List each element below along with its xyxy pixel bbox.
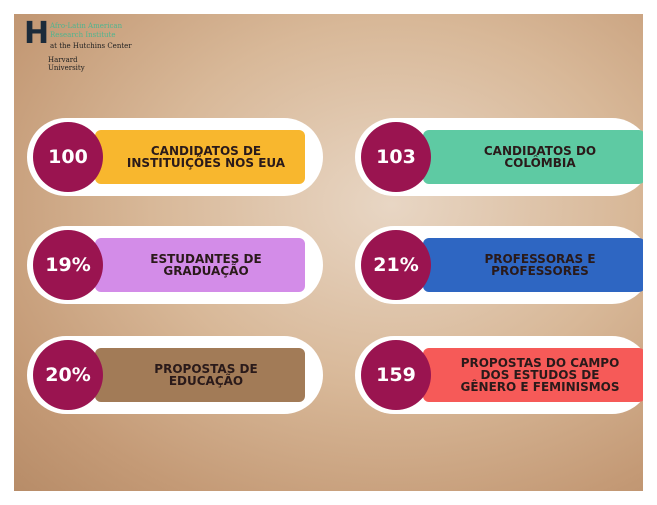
center-name: at the Hutchins Center (50, 42, 132, 50)
card-value: 19% (33, 230, 103, 300)
card-label: ESTUDANTES DE GRADUAÇÃO (95, 253, 305, 277)
label-bar: PROPOSTAS DO CAMPO DOS ESTUDOS DE GÊNERO… (423, 348, 643, 402)
card-label: PROPOSTAS DE EDUCAÇÃO (95, 363, 305, 387)
university-name: Harvard University (48, 56, 88, 72)
label-bar: CANDIDATOS DO COLÔMBIA (423, 130, 643, 184)
label-bar: CANDIDATOS DE INSTITUIÇÕES NOS EUA (95, 130, 305, 184)
card-label: CANDIDATOS DE INSTITUIÇÕES NOS EUA (95, 145, 305, 169)
logo: H (24, 16, 49, 51)
card-label: PROPOSTAS DO CAMPO DOS ESTUDOS DE GÊNERO… (423, 357, 643, 393)
page: H Afro-Latin American Research Institute… (0, 0, 657, 505)
stat-card: PROPOSTAS DO CAMPO DOS ESTUDOS DE GÊNERO… (355, 336, 643, 414)
card-value: 159 (361, 340, 431, 410)
card-label: PROFESSORAS E PROFESSORES (423, 253, 643, 277)
label-bar: PROPOSTAS DE EDUCAÇÃO (95, 348, 305, 402)
label-bar: PROFESSORAS E PROFESSORES (423, 238, 643, 292)
label-bar: ESTUDANTES DE GRADUAÇÃO (95, 238, 305, 292)
card-value: 21% (361, 230, 431, 300)
infographic: H Afro-Latin American Research Institute… (14, 14, 643, 491)
institute-name: Afro-Latin American Research Institute (50, 22, 140, 40)
card-label: CANDIDATOS DO COLÔMBIA (423, 145, 643, 169)
card-value: 20% (33, 340, 103, 410)
card-value: 103 (361, 122, 431, 192)
card-value: 100 (33, 122, 103, 192)
